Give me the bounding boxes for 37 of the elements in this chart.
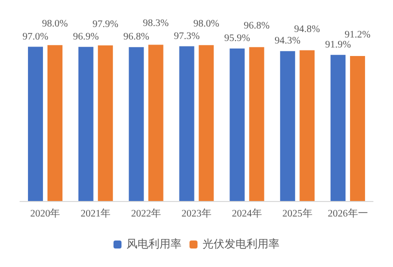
bar: [128, 47, 144, 201]
bar: [300, 50, 315, 201]
legend-label: 光伏发电利用率: [202, 238, 280, 250]
x-tick-label: 2022年: [131, 208, 162, 220]
data-label: 94.3%: [274, 36, 301, 47]
bar: [47, 45, 62, 201]
data-label: 97.3%: [174, 30, 200, 42]
bar: [78, 46, 94, 201]
data-label: 94.8%: [294, 24, 320, 35]
data-label: 98.0%: [193, 18, 220, 30]
bar: [198, 45, 214, 201]
data-label: 97.0%: [22, 31, 48, 42]
x-tick-label: 2020年: [30, 208, 60, 220]
x-tick-label: 2023年: [182, 208, 212, 220]
bar: [28, 46, 43, 201]
bar: [280, 51, 296, 201]
bar: [148, 44, 164, 201]
bar: [179, 46, 194, 201]
data-label: 97.9%: [92, 18, 118, 30]
data-label: 91.9%: [325, 39, 351, 50]
x-tick-label: 2024年: [232, 208, 262, 220]
bar: [350, 56, 366, 201]
data-label: 91.2%: [344, 29, 370, 40]
data-label: 98.3%: [142, 18, 169, 30]
x-tick-label: 2021年: [80, 208, 111, 220]
bar: [249, 47, 264, 201]
data-label: 98.0%: [42, 18, 68, 30]
data-label: 96.9%: [72, 31, 99, 42]
data-label: 96.8%: [244, 20, 270, 32]
bar: [98, 45, 113, 201]
data-label: 96.8%: [123, 32, 150, 43]
x-tick-label: 2026年一: [328, 208, 368, 220]
legend-label: 风电利用率: [126, 238, 182, 250]
x-tick-label: 2025年: [282, 208, 312, 220]
data-label: 95.9%: [224, 33, 250, 44]
bar: [230, 48, 245, 201]
bar: [330, 54, 346, 201]
